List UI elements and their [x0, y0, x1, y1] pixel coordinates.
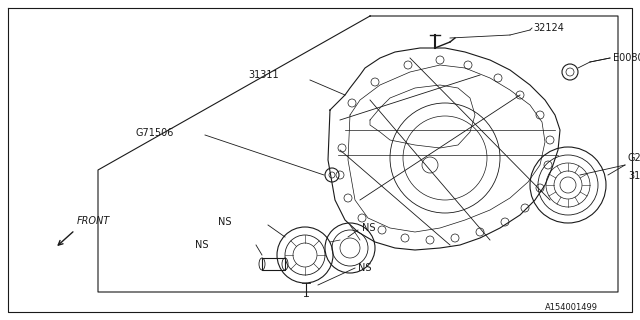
Text: NS: NS	[218, 217, 232, 227]
Text: 32124: 32124	[533, 23, 564, 33]
Text: NS: NS	[195, 240, 209, 250]
Text: 31077(’18MY−): 31077(’18MY−)	[628, 170, 640, 180]
Text: FRONT: FRONT	[77, 216, 110, 226]
Text: G23515(−’17MY): G23515(−’17MY)	[628, 153, 640, 163]
Text: E00802: E00802	[613, 53, 640, 63]
Text: A154001499: A154001499	[545, 303, 598, 313]
Text: 31311: 31311	[248, 70, 278, 80]
Text: NS: NS	[362, 223, 376, 233]
Text: G71506: G71506	[135, 128, 173, 138]
Text: NS: NS	[358, 263, 371, 273]
